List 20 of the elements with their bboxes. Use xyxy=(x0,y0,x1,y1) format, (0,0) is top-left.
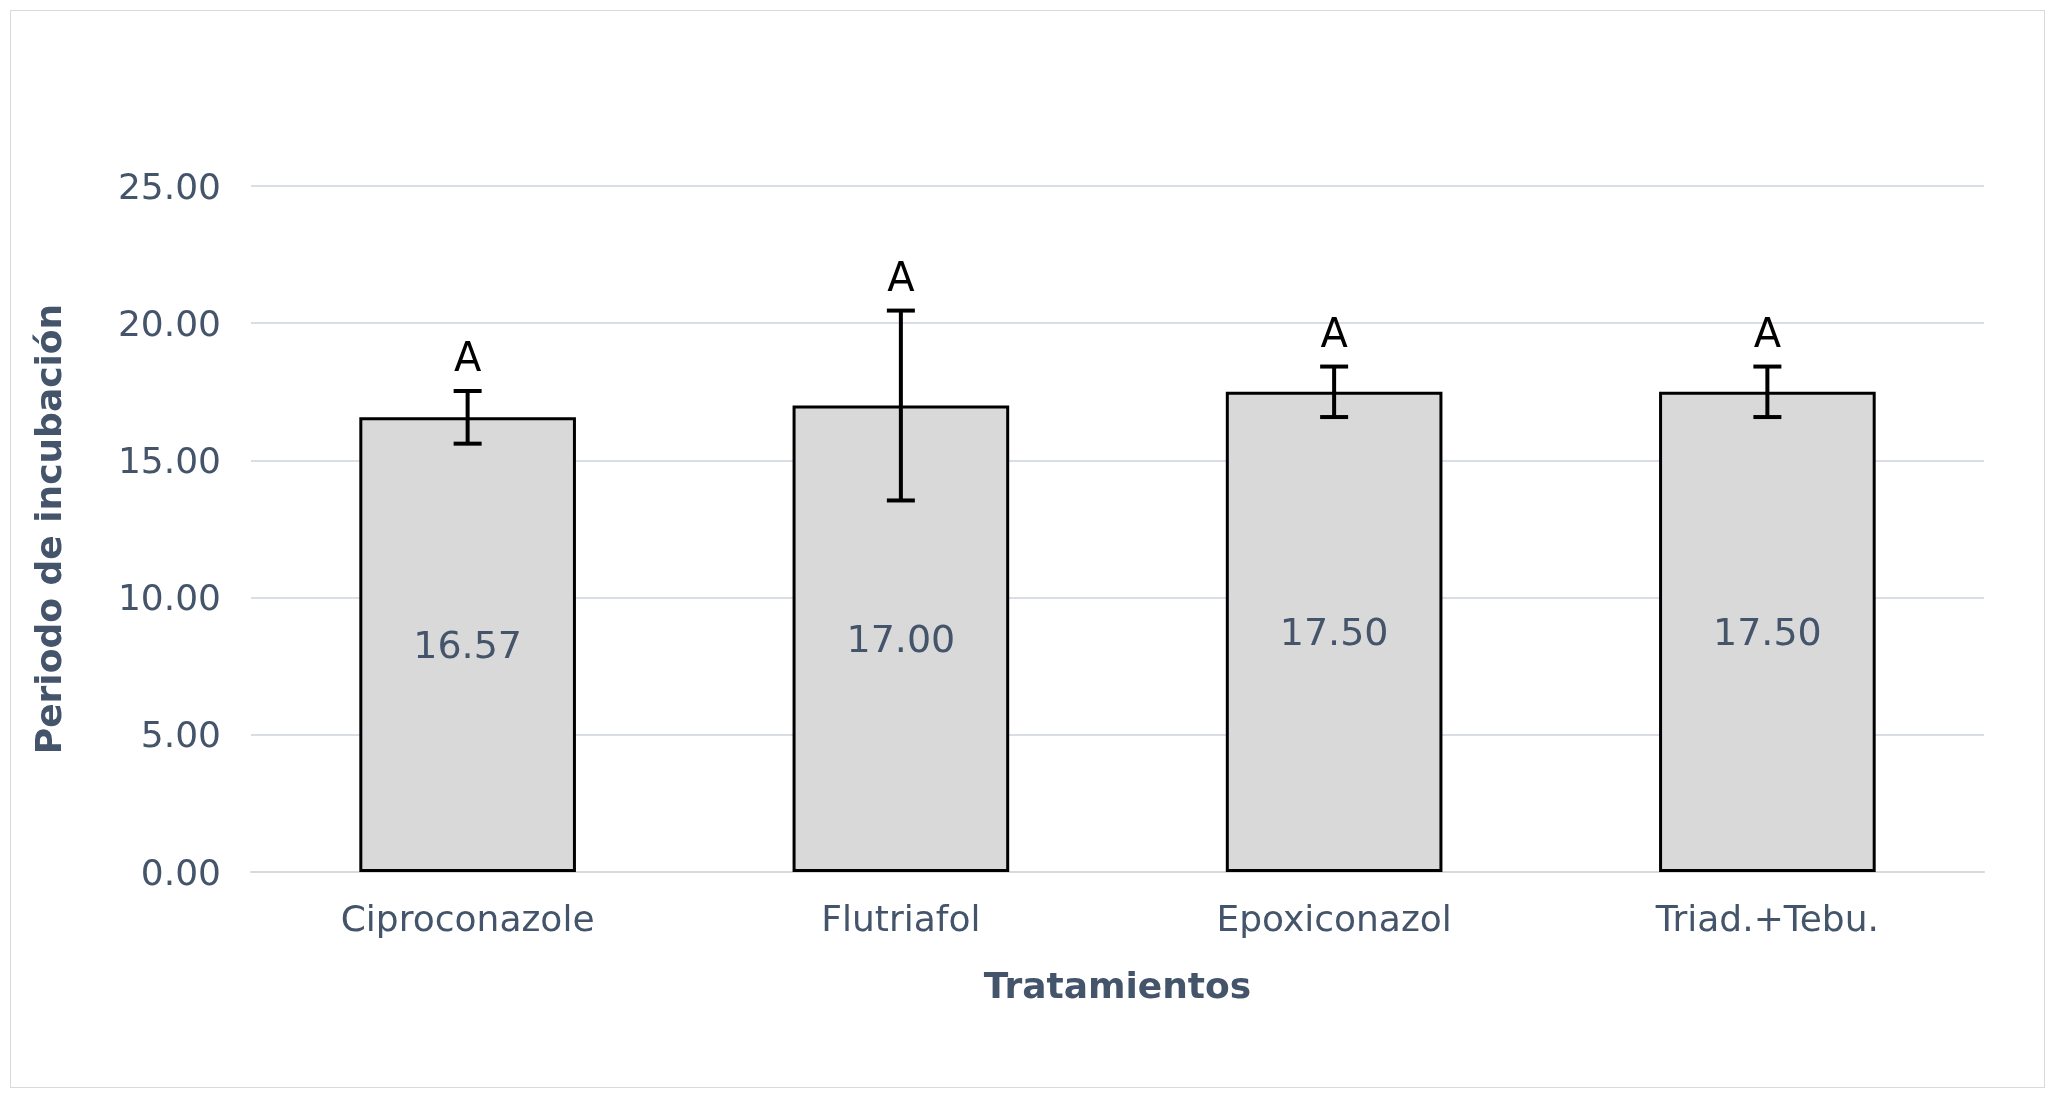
annotation: A xyxy=(1753,309,1782,356)
y-tick-label: 25.00 xyxy=(117,165,221,207)
x-tick-label: Flutriafol xyxy=(821,897,981,939)
y-tick-label: 0.00 xyxy=(140,851,221,893)
y-tick-label: 10.00 xyxy=(117,577,221,619)
y-tick-label: 15.00 xyxy=(117,439,221,481)
x-axis-title: Tratamientos xyxy=(983,964,1252,1006)
annotation: A xyxy=(453,333,482,380)
y-tick-label: 20.00 xyxy=(117,302,221,344)
data-label: 17.50 xyxy=(1712,609,1822,654)
y-tick-label: 5.00 xyxy=(140,714,221,756)
annotation: A xyxy=(1320,309,1349,356)
annotation: A xyxy=(887,253,916,300)
y-axis-title: Periodo de incubación xyxy=(27,303,69,755)
x-tick-label: Epoxiconazol xyxy=(1216,897,1452,939)
data-label: 17.00 xyxy=(846,616,956,661)
x-tick-label: Triad.+Tebu. xyxy=(1654,897,1879,939)
data-label: 17.50 xyxy=(1279,609,1389,654)
data-label: 16.57 xyxy=(413,622,523,667)
x-tick-label: Ciproconazole xyxy=(340,897,595,939)
